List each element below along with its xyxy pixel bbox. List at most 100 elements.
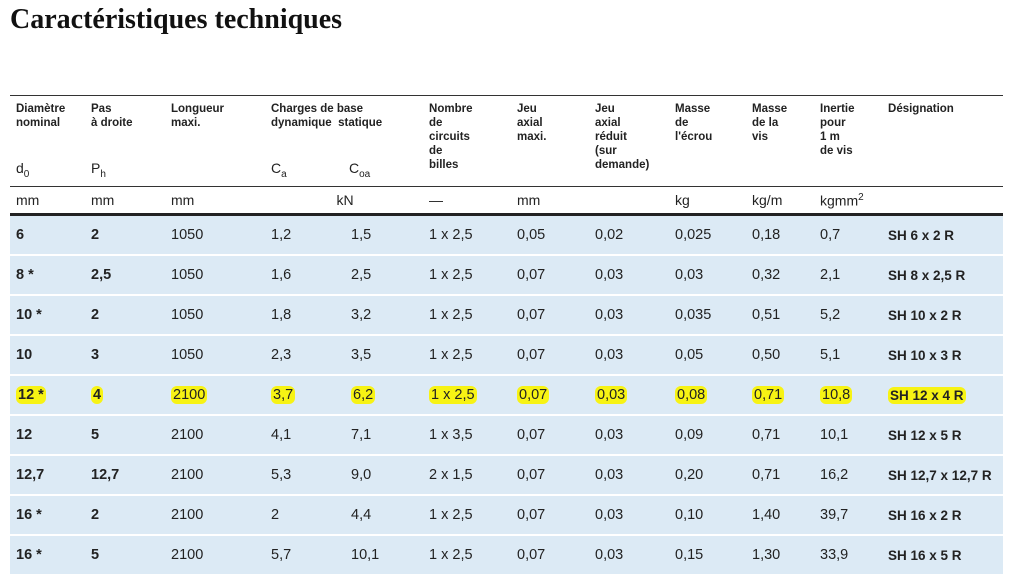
cell-ca-value: 5,7 [271,547,292,563]
cell-inertie-value: 33,9 [820,547,849,563]
cell-masse-ecrou-value: 0,08 [675,386,708,404]
cell-jeu-axial-value: 0,07 [517,347,546,363]
cell-ca: 1,2 [265,214,345,256]
cell-d0-value: 16 * [16,507,42,523]
cell-d0: 12 [10,415,85,456]
cell-circuits-value: 1 x 2,5 [429,386,477,404]
cell-ph: 2 [85,214,165,256]
cell-circuits-value: 1 x 2,5 [429,507,473,523]
cell-ca-value: 2,3 [271,347,292,363]
cell-ph-value: 2 [91,227,100,243]
cell-d0: 16 * [10,495,85,536]
cell-masse-vis: 1,40 [746,495,815,536]
unit-masse-vis: kg/m [746,186,815,216]
cell-jeu-axial-value: 0,07 [517,386,550,404]
cell-ca-value: 4,1 [271,427,292,443]
cell-designation: SH 16 x 5 R [882,535,1004,576]
cell-jeu-axial-value: 0,07 [517,467,546,483]
cell-inertie: 0,7 [814,214,883,256]
unit-row: mm mm mm kN — mm kg kg/m kgmm2 [10,186,1004,216]
cell-masse-ecrou: 0,05 [669,335,747,376]
cell-circuits-value: 1 x 2,5 [429,347,473,363]
cell-length: 1050 [165,255,265,296]
cell-length-value: 1050 [171,307,204,323]
cell-designation: SH 6 x 2 R [882,214,1004,256]
cell-length-value: 1050 [171,267,204,283]
cell-circuits-value: 1 x 2,5 [429,547,473,563]
unit-inertie: kgmm2 [814,186,883,216]
cell-masse-ecrou-value: 0,10 [675,507,704,523]
cell-ca: 5,7 [265,535,345,576]
cell-jeu-reduit: 0,03 [589,495,670,536]
cell-d0: 12 * [10,375,85,416]
header-circuits: Nombre de circuits de billes [423,95,512,187]
header-masse-ecrou: Masse de l'écrou [669,95,747,187]
cell-jeu-reduit: 0,03 [589,335,670,376]
cell-inertie: 5,2 [814,295,883,336]
cell-circuits-value: 1 x 2,5 [429,227,473,243]
cell-coa: 10,1 [345,535,424,576]
cell-ca: 1,8 [265,295,345,336]
cell-d0-value: 12 * [16,386,46,404]
cell-inertie-value: 10,8 [820,386,853,404]
cell-length: 1050 [165,295,265,336]
cell-designation-value: SH 16 x 5 R [888,547,962,563]
cell-jeu-axial-value: 0,07 [517,547,546,563]
cell-ph-value: 5 [91,547,100,563]
cell-length: 2100 [165,455,265,496]
cell-inertie-value: 0,7 [820,227,841,243]
cell-ph: 2,5 [85,255,165,296]
cell-length: 1050 [165,214,265,256]
cell-jeu-axial-value: 0,05 [517,227,546,243]
cell-jeu-reduit: 0,03 [589,455,670,496]
cell-d0-value: 12,7 [16,467,45,483]
cell-masse-ecrou: 0,10 [669,495,747,536]
cell-masse-ecrou-value: 0,05 [675,347,704,363]
cell-masse-ecrou-value: 0,15 [675,547,704,563]
cell-masse-ecrou-value: 0,025 [675,227,712,243]
unit-circuits: — [423,186,512,216]
cell-ph: 5 [85,415,165,456]
cell-ca: 4,1 [265,415,345,456]
table-row: 10 3 1050 2,3 3,5 1 x 2,5 0,07 0,03 0,05 0,50 5,1 S… [10,335,1004,376]
cell-jeu-axial: 0,07 [511,415,590,456]
cell-ph-value: 5 [91,427,100,443]
cell-length-value: 1050 [171,227,204,243]
cell-masse-ecrou: 0,08 [669,375,747,416]
unit-kn: kN [265,186,424,216]
cell-coa: 2,5 [345,255,424,296]
cell-jeu-reduit-value: 0,03 [595,267,624,283]
cell-masse-vis-value: 0,71 [752,386,785,404]
cell-designation-value: SH 12 x 4 R [888,386,966,404]
table-row: 8 * 2,5 1050 1,6 2,5 1 x 2,5 0,07 0,03 0,03 0,32 2… [10,255,1004,296]
cell-designation: SH 8 x 2,5 R [882,255,1004,296]
cell-length-value: 2100 [171,467,204,483]
table-row: 12,7 12,7 2100 5,3 9,0 2 x 1,5 0,07 0,03 0,20 0,7… [10,455,1004,496]
cell-masse-ecrou: 0,20 [669,455,747,496]
cell-inertie-value: 2,1 [820,267,841,283]
table-row: 16 * 2 2100 2 4,4 1 x 2,5 0,07 0,03 0,10 1,40 39,7… [10,495,1004,536]
cell-inertie-value: 10,1 [820,427,849,443]
cell-ca: 1,6 [265,255,345,296]
cell-jeu-reduit: 0,03 [589,255,670,296]
cell-ca: 5,3 [265,455,345,496]
cell-coa-value: 4,4 [351,507,372,523]
cell-designation-value: SH 10 x 3 R [888,347,962,363]
cell-ca: 2 [265,495,345,536]
cell-jeu-reduit-value: 0,03 [595,547,624,563]
cell-masse-vis: 0,32 [746,255,815,296]
cell-jeu-reduit: 0,03 [589,295,670,336]
cell-coa: 4,4 [345,495,424,536]
cell-d0-value: 8 * [16,267,34,283]
table-row: 12 5 2100 4,1 7,1 1 x 3,5 0,07 0,03 0,09 0,71 10,1… [10,415,1004,456]
cell-d0: 10 [10,335,85,376]
cell-coa: 7,1 [345,415,424,456]
cell-masse-ecrou: 0,09 [669,415,747,456]
cell-d0: 8 * [10,255,85,296]
header-ph: Pas à droite Ph [85,95,165,187]
cell-d0: 6 [10,214,85,256]
cell-jeu-reduit: 0,03 [589,415,670,456]
cell-masse-vis: 0,18 [746,214,815,256]
cell-ca: 2,3 [265,335,345,376]
cell-inertie-value: 5,2 [820,307,841,323]
